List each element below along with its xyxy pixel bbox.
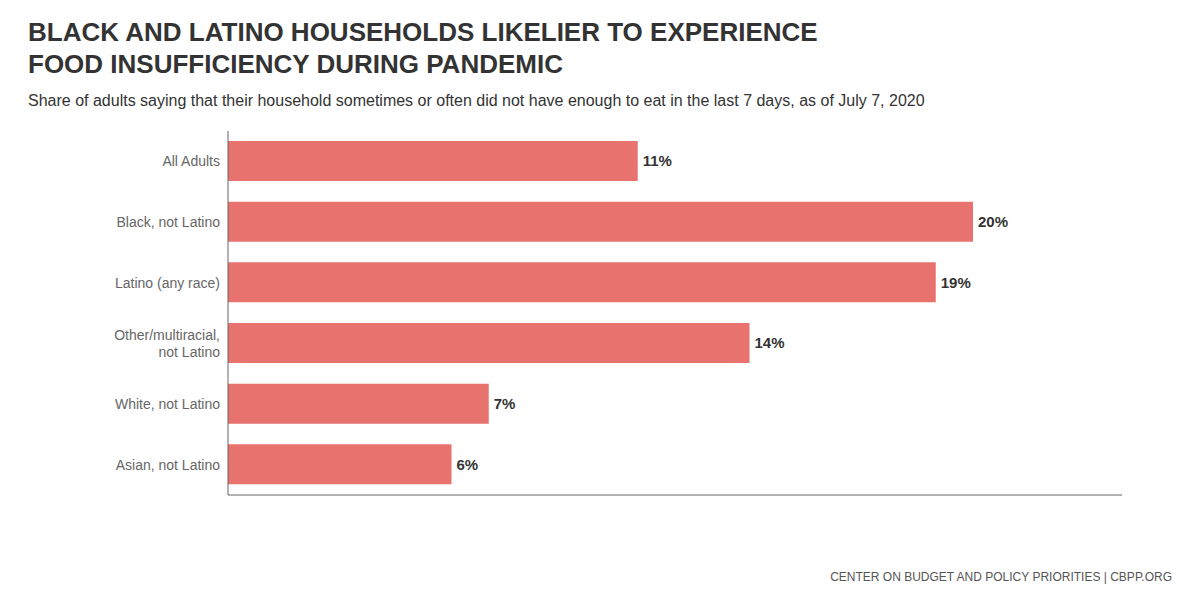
- html-text:FOOD INSUFFICIENCY DURING PAND: FOOD INSUFFICIENCY DURING PANDEMIC: [28, 49, 563, 79]
- svg-text:6%: 6%: [457, 456, 479, 473]
- html-text:BLACK AND LATINO HOUSEHOLDS LI: BLACK AND LATINO HOUSEHOLDS LIKELIER TO …: [28, 17, 818, 47]
- svg-text:20%: 20%: [978, 213, 1008, 230]
- svg-text:7%: 7%: [494, 395, 516, 412]
- svg-text:White, not Latino: White, not Latino: [115, 396, 220, 412]
- svg-text:Black, not Latino: Black, not Latino: [116, 214, 220, 230]
- svg-text:11%: 11%: [643, 152, 672, 169]
- svg-text:All Adults: All Adults: [162, 153, 220, 169]
- html-text:CENTER ON BUDGET AND POLICY PR: CENTER ON BUDGET AND POLICY PRIORITIES |…: [830, 570, 1172, 584]
- svg-text:Asian, not Latino: Asian, not Latino: [116, 457, 221, 473]
- svg-text:Latino (any race): Latino (any race): [115, 275, 220, 291]
- html-text:Share of adults saying that th: Share of adults saying that their househ…: [28, 92, 925, 109]
- svg-text:14%: 14%: [755, 334, 785, 351]
- svg-text:Other/multiracial,not Latino: Other/multiracial,not Latino: [114, 327, 220, 360]
- svg-text:19%: 19%: [941, 274, 971, 291]
